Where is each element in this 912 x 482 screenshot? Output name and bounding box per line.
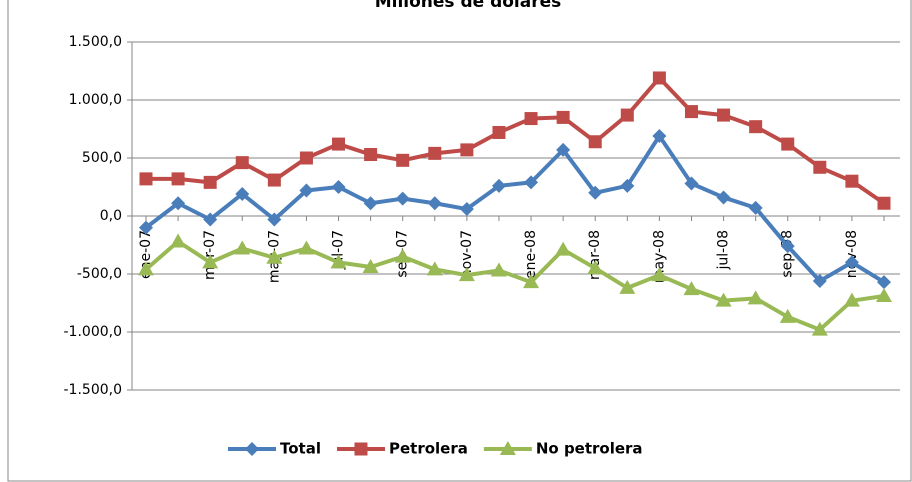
marker-diamond <box>267 212 282 227</box>
marker-diamond <box>877 275 891 290</box>
marker-diamond <box>780 239 795 254</box>
marker-triangle <box>876 288 892 303</box>
marker-triangle <box>202 254 219 269</box>
marker-square <box>588 135 602 149</box>
marker-diamond <box>331 180 346 194</box>
marker-triangle <box>683 281 700 296</box>
marker-triangle <box>523 274 540 289</box>
marker-triangle <box>266 249 283 264</box>
y-tick-label: 0,0 <box>100 208 122 224</box>
marker-diamond <box>684 176 699 191</box>
marker-diamond <box>844 255 859 270</box>
marker-square <box>267 173 281 187</box>
marker-triangle <box>747 290 764 305</box>
marker-diamond <box>203 212 218 227</box>
x-tick-label: nov-08 <box>844 230 860 278</box>
marker-triangle <box>715 292 732 307</box>
marker-triangle <box>619 279 636 294</box>
y-tick-label: 500,0 <box>82 150 122 166</box>
marker-square <box>364 148 378 162</box>
marker-square <box>396 153 410 167</box>
legend: Total Petrolera No petrolera <box>228 440 643 458</box>
marker-square <box>781 137 795 151</box>
marker-triangle <box>362 259 379 274</box>
marker-square <box>845 174 859 188</box>
marker-diamond <box>245 442 259 456</box>
y-tick-label: 1.000,0 <box>69 92 122 108</box>
marker-square <box>428 146 442 160</box>
marker-square <box>684 105 698 119</box>
marker-square <box>524 112 538 126</box>
marker-diamond <box>363 196 378 211</box>
y-tick-label: -1.000,0 <box>64 324 123 340</box>
marker-square <box>203 175 217 189</box>
x-tick-label: jul-08 <box>716 230 732 271</box>
marker-square <box>139 172 153 186</box>
marker-square <box>556 110 570 124</box>
marker-diamond <box>748 200 763 215</box>
marker-diamond <box>588 185 603 200</box>
marker-diamond <box>459 202 474 217</box>
marker-square <box>354 442 368 456</box>
x-tick-label: may-08 <box>651 230 667 283</box>
marker-triangle <box>138 261 154 276</box>
y-tick-label: -1.500,0 <box>64 382 123 398</box>
marker-triangle <box>394 248 411 263</box>
marker-diamond <box>139 220 153 235</box>
legend-label: Petrolera <box>389 440 468 458</box>
series-line <box>144 133 886 284</box>
marker-triangle <box>555 241 572 256</box>
marker-diamond <box>652 128 667 143</box>
marker-square <box>299 151 313 165</box>
legend-label: Total <box>280 440 321 458</box>
marker-diamond <box>812 273 827 288</box>
marker-triangle <box>843 292 860 307</box>
marker-diamond <box>171 196 186 211</box>
marker-diamond <box>716 190 731 205</box>
marker-triangle <box>298 240 315 255</box>
y-tick-label: 1.500,0 <box>69 34 122 50</box>
marker-triangle <box>779 308 796 323</box>
marker-diamond <box>235 186 250 201</box>
marker-triangle <box>330 254 347 269</box>
marker-triangle <box>499 441 516 455</box>
marker-diamond <box>491 178 506 193</box>
marker-triangle <box>811 321 828 336</box>
marker-triangle <box>458 267 475 282</box>
marker-square <box>460 143 474 157</box>
marker-triangle <box>234 240 251 255</box>
marker-square <box>235 156 249 170</box>
chart-title: Millones de dólares <box>375 0 562 12</box>
marker-square <box>749 120 763 134</box>
legend-label: No petrolera <box>536 440 643 458</box>
marker-triangle <box>490 262 507 277</box>
marker-diamond <box>620 178 635 193</box>
chart-frame <box>7 0 912 482</box>
marker-square <box>620 108 634 122</box>
x-tick-label: nov-07 <box>459 230 475 278</box>
marker-square <box>813 160 827 174</box>
marker-square <box>652 71 666 85</box>
marker-diamond <box>427 196 442 211</box>
marker-diamond <box>524 175 539 190</box>
marker-square <box>332 137 346 151</box>
marker-triangle <box>170 233 187 248</box>
marker-square <box>877 196 891 210</box>
x-tick-label: ene-08 <box>523 230 539 279</box>
y-tick-label: -500,0 <box>77 266 122 282</box>
marker-square <box>717 108 731 122</box>
marker-diamond <box>395 191 410 206</box>
marker-diamond <box>556 142 571 157</box>
marker-diamond <box>299 183 314 198</box>
marker-triangle <box>426 261 443 276</box>
marker-square <box>171 172 185 186</box>
marker-triangle <box>587 260 604 275</box>
marker-square <box>492 125 506 139</box>
marker-triangle <box>651 267 668 282</box>
